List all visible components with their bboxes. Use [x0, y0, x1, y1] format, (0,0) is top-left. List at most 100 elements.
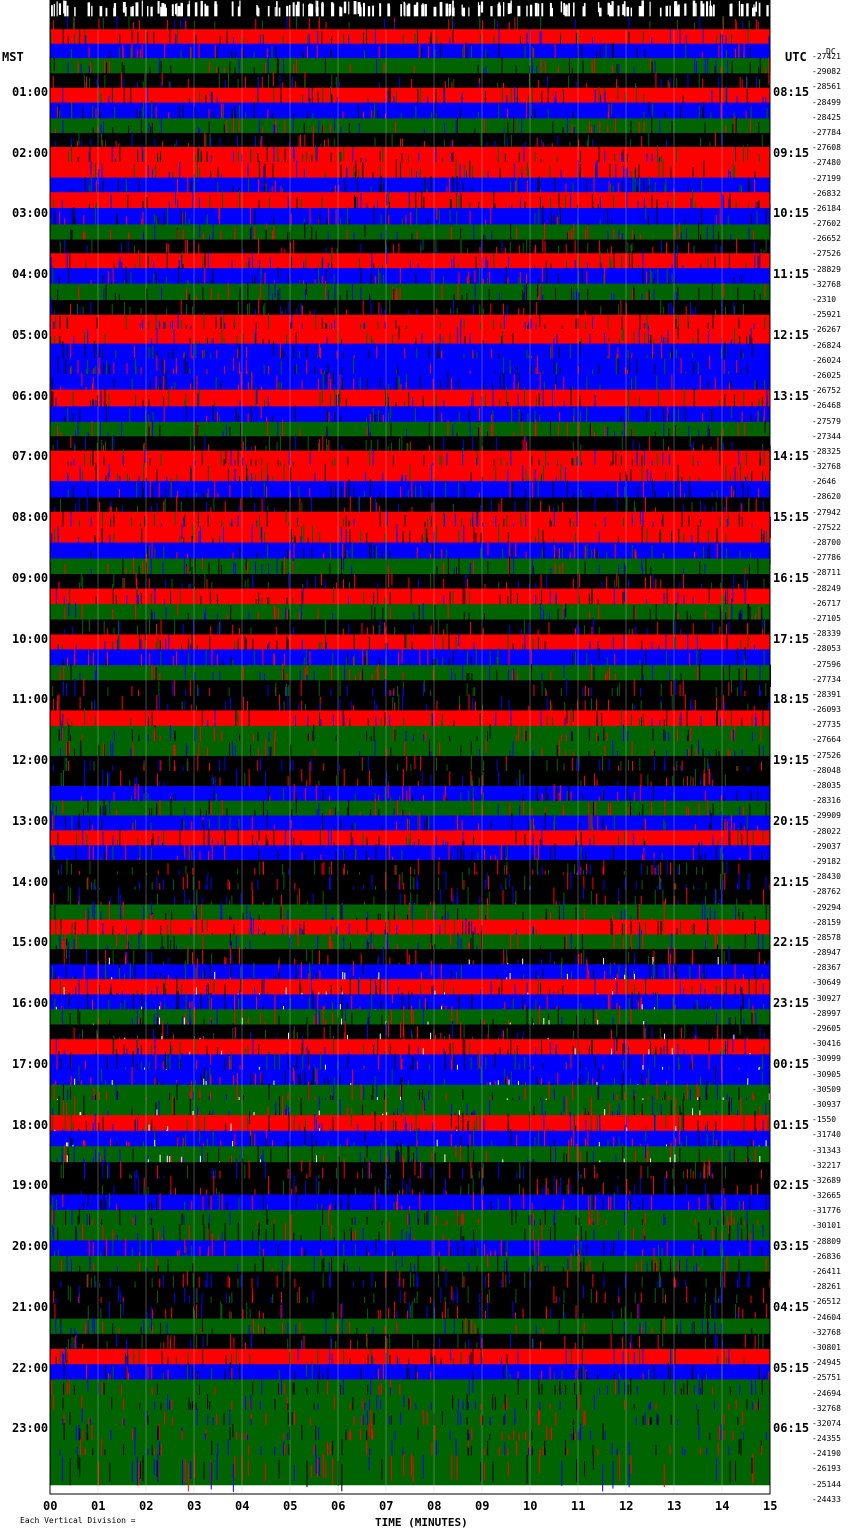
- trace-spike: [731, 405, 733, 419]
- trace-spike: [661, 342, 663, 362]
- trace-spike: [470, 754, 472, 770]
- trace-spike: [160, 117, 162, 136]
- trace-spike: [553, 783, 555, 803]
- trace-spike: [421, 47, 423, 62]
- trace-spike: [267, 57, 269, 80]
- trace-spike: [252, 574, 254, 591]
- trace-spike: [159, 799, 161, 818]
- top-trace-gap: [367, 6, 371, 23]
- trace-spike: [465, 42, 467, 66]
- trace-spike: [217, 412, 219, 429]
- trace-spike: [641, 526, 643, 551]
- trace-spike: [650, 471, 652, 485]
- trace-spike: [505, 386, 507, 405]
- trace-spike: [106, 651, 108, 667]
- trace-spike: [368, 449, 370, 477]
- trace-spike: [154, 222, 156, 248]
- trace-spike: [373, 726, 375, 744]
- trace-spike: [318, 120, 320, 137]
- trace-spike: [62, 87, 64, 116]
- trace-spike: [221, 190, 223, 214]
- trace-spike: [576, 509, 578, 541]
- trace-spike: [158, 57, 160, 78]
- trace-spike: [149, 457, 151, 473]
- trace-spike: [384, 238, 386, 267]
- trace-spike: [355, 160, 357, 177]
- trace-spike: [103, 456, 105, 471]
- trace-spike: [196, 889, 198, 907]
- trace-spike: [624, 486, 626, 503]
- trace-spike: [758, 488, 760, 503]
- trace-spike: [177, 602, 179, 616]
- trace-spike: [537, 178, 539, 200]
- trace-spike: [388, 565, 390, 581]
- trace-spike: [732, 586, 734, 602]
- top-trace-gap: [160, 6, 163, 18]
- trace-spike: [169, 29, 171, 43]
- trace-spike: [720, 33, 722, 54]
- trace-spike: [149, 381, 151, 395]
- trace-spike: [443, 436, 445, 456]
- trace-spike: [569, 518, 571, 534]
- trace-spike: [374, 101, 376, 122]
- trace-spike: [138, 20, 140, 37]
- trace-spike: [475, 256, 477, 269]
- trace-spike: [195, 905, 197, 922]
- top-trace-gap: [292, 2, 295, 30]
- trace-spike: [111, 436, 113, 459]
- trace-spike: [64, 218, 66, 231]
- trace-spike: [285, 509, 287, 523]
- trace-spike: [343, 556, 345, 571]
- trace-spike: [185, 211, 187, 224]
- trace-spike: [413, 877, 415, 890]
- trace-spike: [441, 284, 443, 310]
- trace-spike: [283, 58, 285, 75]
- trace-spike: [122, 44, 124, 68]
- trace-spike: [649, 20, 651, 36]
- trace-spike: [518, 408, 520, 422]
- trace-spike: [612, 42, 614, 68]
- trace-spike: [100, 125, 102, 141]
- trace-spike: [322, 372, 324, 406]
- trace-spike: [161, 359, 163, 388]
- trace-spike: [95, 205, 97, 239]
- trace-spike: [566, 480, 568, 503]
- trace-spike: [591, 59, 593, 86]
- trace-spike: [707, 56, 709, 80]
- trace-spike: [472, 512, 474, 537]
- trace-spike: [761, 528, 763, 546]
- top-trace-gap: [164, 7, 167, 19]
- trace-spike: [299, 498, 301, 515]
- trace-spike: [709, 543, 711, 571]
- trace-spike: [469, 421, 471, 441]
- trace-spike: [70, 144, 72, 167]
- trace-spike: [526, 32, 528, 55]
- trace-spike: [224, 828, 226, 847]
- top-trace-gap: [560, 1, 563, 13]
- trace-spike: [78, 498, 80, 520]
- trace-spike: [311, 548, 313, 565]
- trace-spike: [148, 426, 150, 445]
- trace-spike: [181, 251, 183, 277]
- trace-spike: [457, 284, 459, 310]
- trace-spike: [659, 529, 661, 543]
- trace-spike: [131, 42, 133, 62]
- trace-spike: [398, 438, 400, 460]
- trace-spike: [480, 131, 482, 147]
- trace-spike: [298, 486, 300, 508]
- trace-spike: [401, 433, 403, 456]
- trace-spike: [70, 341, 72, 374]
- trace-spike: [415, 485, 417, 507]
- trace-spike: [586, 406, 588, 434]
- trace-spike: [697, 525, 699, 545]
- trace-spike: [509, 359, 511, 374]
- top-trace-gap: [416, 2, 419, 29]
- trace-spike: [632, 177, 634, 196]
- trace-spike: [225, 450, 227, 464]
- top-trace-gap: [216, 4, 218, 29]
- trace-spike: [185, 743, 187, 756]
- trace-spike: [325, 269, 327, 292]
- trace-spike: [663, 423, 665, 436]
- trace-spike: [479, 436, 481, 464]
- trace-spike: [549, 346, 551, 364]
